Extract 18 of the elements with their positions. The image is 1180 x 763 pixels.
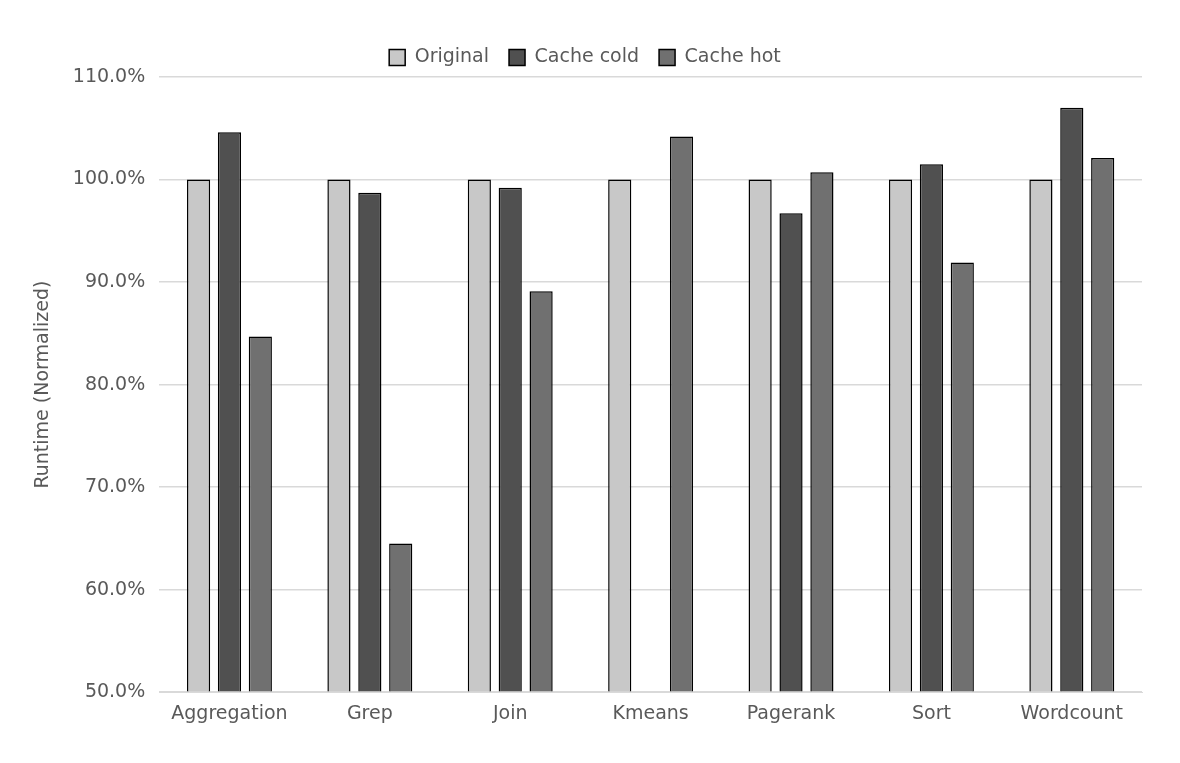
x-tick-label: Sort — [911, 700, 951, 723]
y-axis-title: Runtime (Normalized) — [30, 280, 53, 489]
legend-label: Cache cold — [534, 44, 640, 67]
y-tick-label: 80.0% — [84, 371, 146, 394]
x-tick-label: Kmeans — [612, 700, 689, 723]
y-tick-label: 100.0% — [72, 166, 146, 189]
y-tick-label: 90.0% — [84, 269, 146, 291]
x-tick-label: Pagerank — [746, 700, 836, 723]
x-tick-label: Grep — [346, 700, 393, 723]
x-tick-label: Aggregation — [171, 700, 288, 723]
legend-label: Original — [414, 44, 490, 67]
legend-label: Cache hot — [684, 44, 781, 67]
y-tick-label: 60.0% — [84, 576, 146, 599]
y-tick-label: 110.0% — [72, 63, 146, 86]
x-tick-label: Join — [491, 700, 528, 723]
x-tick-label: Wordcount — [1020, 700, 1124, 723]
y-tick-label: 50.0% — [84, 679, 146, 702]
y-tick-label: 70.0% — [84, 474, 146, 497]
